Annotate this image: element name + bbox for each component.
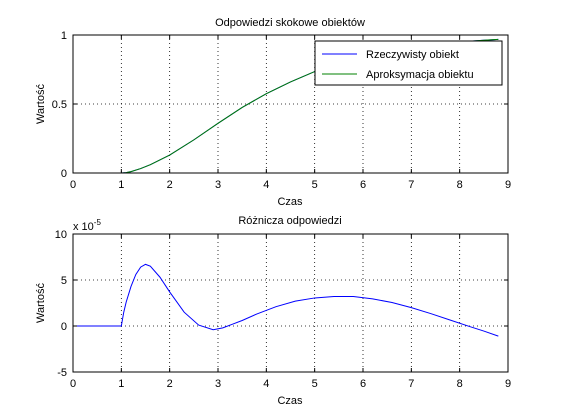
step-response-xtick-label: 2 [167, 179, 173, 191]
step-response-xtick-label: 6 [360, 179, 366, 191]
step-response-grid [73, 35, 508, 173]
step-response-xtick-label: 9 [505, 179, 511, 191]
difference-axes-box [72, 233, 509, 373]
step-response-xtick-label: 0 [70, 179, 76, 191]
legend: Rzeczywisty obiekt Aproksymacja obiektu [314, 40, 503, 86]
difference-xtick-label: 0 [70, 378, 76, 390]
step-response-axes: 0 1 2 3 4 5 6 7 8 9 0 0.5 1 Odpowiedzi skokowe obiek… [35, 17, 511, 208]
difference-ylabel: Wartość [35, 283, 47, 323]
step-response-ytick-label: 0.5 [52, 99, 67, 111]
legend-label-aproksymacja: Aproksymacja obiektu [366, 69, 474, 81]
step-response-xtick-label: 4 [263, 179, 269, 191]
difference-xtick-label: 2 [167, 378, 173, 390]
difference-xtick-label: 9 [505, 378, 511, 390]
difference-ytick-label: -5 [57, 367, 67, 379]
difference-grid [73, 234, 508, 372]
difference-xtick-label: 7 [408, 378, 414, 390]
step-response-xlabel: Czas [277, 196, 303, 208]
step-response-ytick-label: 0 [61, 168, 67, 180]
difference-series [73, 263, 499, 337]
step-response-xtick-label: 8 [457, 179, 463, 191]
difference-ytick-label: 0 [61, 321, 67, 333]
step-response-xtick-label: 1 [118, 179, 124, 191]
legend-box [314, 40, 503, 86]
difference-exponent-base: x 10 [73, 221, 94, 233]
step-response-xtick-label: 7 [408, 179, 414, 191]
step-response-xtick-label: 3 [215, 179, 221, 191]
difference-exponent-power: -5 [94, 218, 102, 227]
difference-xtick-label: 1 [118, 378, 124, 390]
difference-xtick-label: 4 [263, 378, 269, 390]
legend-label-rzeczywisty: Rzeczywisty obiekt [366, 49, 459, 61]
step-response-ticks: 0 1 2 3 4 5 6 7 8 9 0 0.5 1 [52, 30, 511, 191]
difference-xtick-label: 3 [215, 378, 221, 390]
difference-series-line-difference [73, 263, 499, 337]
difference-xtick-label: 6 [360, 378, 366, 390]
difference-ytick-label: 5 [61, 275, 67, 287]
difference-ytick-label: 10 [55, 229, 67, 241]
step-response-title: Odpowiedzi skokowe obiektów [215, 17, 365, 29]
difference-xtick-label: 5 [312, 378, 318, 390]
step-response-ytick-label: 1 [61, 30, 67, 42]
step-response-xtick-label: 5 [312, 179, 318, 191]
difference-xlabel: Czas [277, 395, 303, 407]
difference-title: Różnicza odpowiedzi [238, 215, 341, 227]
step-response-ylabel: Wartość [35, 84, 47, 124]
difference-xtick-label: 8 [457, 378, 463, 390]
difference-exponent: x 10-5 [73, 218, 101, 233]
